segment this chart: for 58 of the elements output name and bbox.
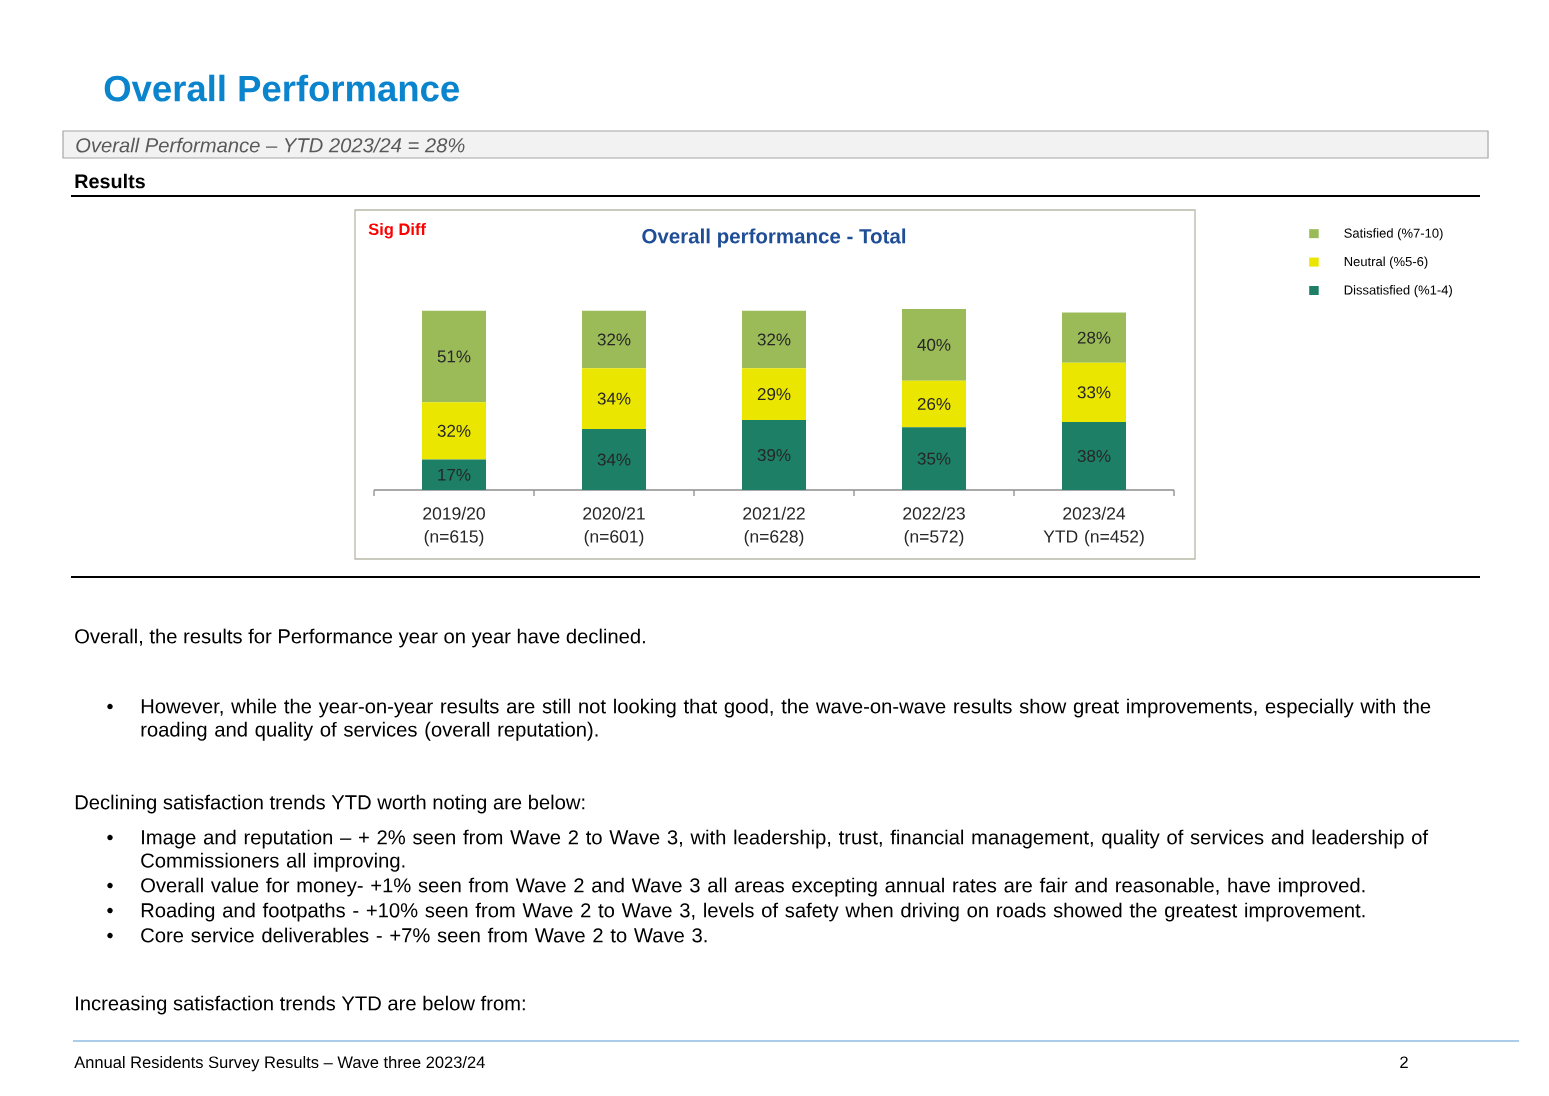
legend-label: Neutral (%5-6) [1344, 256, 1428, 269]
bar [902, 380, 967, 428]
data-label: 34% [597, 392, 631, 405]
text: Increasing satisfaction trends YTD are below from: [76, 995, 525, 1015]
bar [742, 310, 807, 369]
data-label: 35% [917, 452, 951, 465]
data-label: 32% [597, 333, 631, 346]
x-tick-label: 2019/20 (n=615) [423, 506, 485, 547]
bar [582, 429, 647, 490]
bar [1062, 421, 1127, 490]
x-tick-label: 2021/22 (n=628) [743, 506, 805, 547]
text: • [107, 932, 113, 939]
x-tick-label: 2022/23 (n=572) [903, 506, 965, 547]
data-label: 28% [1077, 331, 1111, 344]
bar [902, 308, 967, 381]
legend-label: Satisfied (%7-10) [1344, 228, 1443, 241]
bar [902, 427, 967, 490]
text: Declining satisfaction trends YTD worth noting are below: [75, 794, 585, 814]
text: Annual Residents Survey Results – Wave three 2023/24 [74, 1055, 485, 1072]
data-label: 33% [1077, 386, 1111, 399]
text: Results [75, 173, 145, 189]
data-label: 40% [917, 338, 951, 351]
bar [422, 402, 487, 460]
bar [742, 368, 807, 421]
text: Overall Performance [104, 74, 459, 102]
data-label: 51% [437, 350, 471, 363]
bar [1062, 312, 1127, 363]
text: Sig Diff [368, 222, 426, 239]
chart-subtitle: Overall Performance – YTD 2023/24 = 28% [76, 137, 465, 153]
x-tick-label: 2023/24 YTD (n=452) [1043, 506, 1144, 547]
bar [422, 310, 487, 403]
text: • [107, 882, 113, 889]
legend-label: Dissatisfied (%1-4) [1344, 285, 1452, 298]
bar [582, 310, 647, 369]
data-label: 38% [1077, 449, 1111, 462]
data-label: 17% [438, 468, 471, 481]
bar [1062, 362, 1127, 422]
text: Core service deliverables - +7% seen from Wave 2 to Wave 3. [141, 927, 707, 943]
text: • [107, 834, 113, 841]
text: Overall value for money- +1% seen from Wave 2 and Wave 3 all areas excepting annual rates are fair and reasonable, have improved. [141, 877, 1365, 897]
text: • [107, 907, 113, 914]
text: Roading and footpaths - +10% seen from Wave 2 to Wave 3, levels of safety when driving on roads showed the greatest improvement. [141, 902, 1365, 922]
text: 2 [1400, 1056, 1408, 1068]
bar [582, 368, 647, 430]
x-tick-label: 2020/21 (n=601) [583, 506, 645, 547]
bar [742, 420, 807, 490]
data-label: 26% [917, 397, 951, 410]
text: • [107, 703, 113, 710]
text: Overall, the results for Performance year on year have declined. [75, 628, 645, 648]
bar [422, 459, 487, 490]
data-label: 32% [437, 424, 471, 437]
data-label: 34% [597, 453, 631, 466]
chart-title: Overall performance - Total [642, 228, 906, 248]
text: However, while the year-on-year results are still not looking that good, the wave-on-wave results show great improvements, especially with the roading and quality of services (overall reputation). [141, 698, 1431, 741]
data-label: 29% [757, 388, 791, 401]
data-label: 32% [757, 333, 791, 346]
text: Image and reputation – + 2% seen from Wave 2 to Wave 3, with leadership, trust, financial management, quality of services and leadership of Commissioners all improving. [141, 829, 1429, 872]
data-label: 39% [757, 449, 791, 462]
